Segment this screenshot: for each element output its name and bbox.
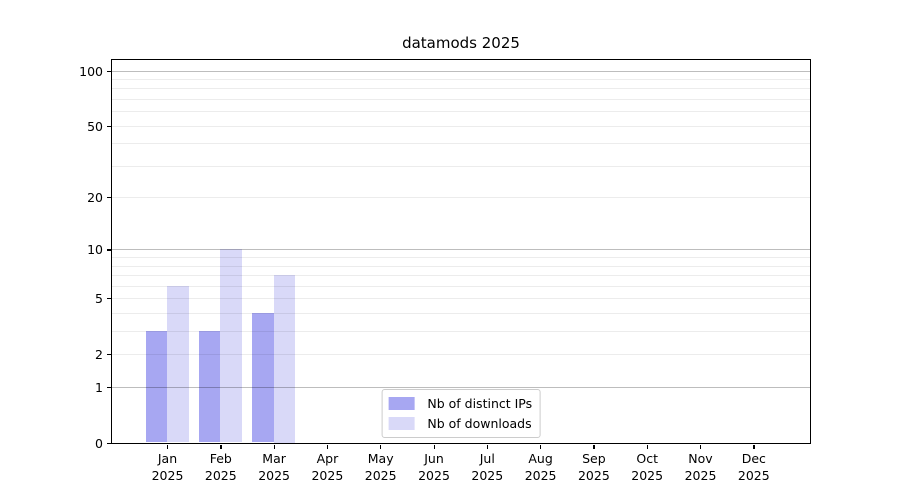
y-tick-mark <box>107 249 111 251</box>
bar-downloads-jan <box>167 285 189 443</box>
plot-area: Nb of distinct IPs Nb of downloads <box>111 58 811 444</box>
x-tick-mark <box>486 444 489 449</box>
y-tick-mark <box>107 70 111 72</box>
x-tick-mark <box>753 444 755 449</box>
bar-distinct-ips-jan <box>145 330 167 443</box>
legend-item-downloads: Nb of downloads <box>388 416 532 431</box>
x-tick-mark <box>646 444 648 449</box>
x-tick-label: Jun 2025 <box>418 451 450 483</box>
bar-downloads-feb <box>220 249 242 443</box>
x-tick-mark <box>593 444 595 449</box>
x-tick-label: Apr 2025 <box>311 451 344 483</box>
x-tick-label: Mar 2025 <box>258 451 290 483</box>
x-tick-label: Nov 2025 <box>684 451 717 483</box>
x-tick-label: Jan 2025 <box>151 451 184 483</box>
x-tick-label: Feb 2025 <box>204 451 237 483</box>
x-tick-mark <box>326 444 329 449</box>
y-tick-label: 100 <box>79 63 103 79</box>
y-tick-label: 10 <box>87 242 103 258</box>
x-tick-label: Aug 2025 <box>524 451 557 483</box>
legend-label-distinct-ips: Nb of distinct IPs <box>427 395 533 411</box>
x-tick-mark <box>540 444 542 449</box>
y-tick-label: 50 <box>87 118 103 134</box>
x-tick-mark <box>167 444 169 449</box>
y-tick-label: 5 <box>95 291 103 307</box>
bar-distinct-ips-mar <box>252 312 274 443</box>
x-tick-mark <box>433 444 435 449</box>
y-tick-label: 0 <box>95 435 103 451</box>
x-tick-label: May 2025 <box>364 451 397 483</box>
x-tick-label: Jul 2025 <box>471 451 504 483</box>
x-tick-label: Sep 2025 <box>577 451 610 483</box>
legend-swatch-downloads-icon <box>388 416 415 430</box>
chart-title: datamods 2025 <box>402 34 520 52</box>
y-tick-label: 1 <box>95 379 103 395</box>
y-tick-label: 20 <box>87 190 103 206</box>
x-tick-label: Dec 2025 <box>737 451 770 483</box>
y-tick-mark <box>107 442 111 444</box>
bar-downloads-mar <box>273 275 296 443</box>
x-tick-mark <box>273 444 275 449</box>
y-tick-label: 2 <box>95 347 103 362</box>
legend-label-downloads: Nb of downloads <box>427 415 532 431</box>
bar-distinct-ips-feb <box>198 330 221 443</box>
legend-swatch-distinct-ips-icon <box>388 396 415 410</box>
y-tick-mark <box>107 354 111 356</box>
x-tick-mark <box>380 444 382 449</box>
y-tick-mark <box>107 125 111 127</box>
x-tick-mark <box>700 444 702 449</box>
legend: Nb of distinct IPs Nb of downloads <box>381 388 541 438</box>
y-tick-mark <box>107 386 111 388</box>
legend-item-distinct-ips: Nb of distinct IPs <box>388 396 532 411</box>
x-tick-label: Oct 2025 <box>631 451 664 483</box>
bars-layer <box>112 60 810 443</box>
x-tick-mark <box>220 444 222 449</box>
y-tick-mark <box>107 197 111 199</box>
y-tick-mark <box>107 298 111 300</box>
